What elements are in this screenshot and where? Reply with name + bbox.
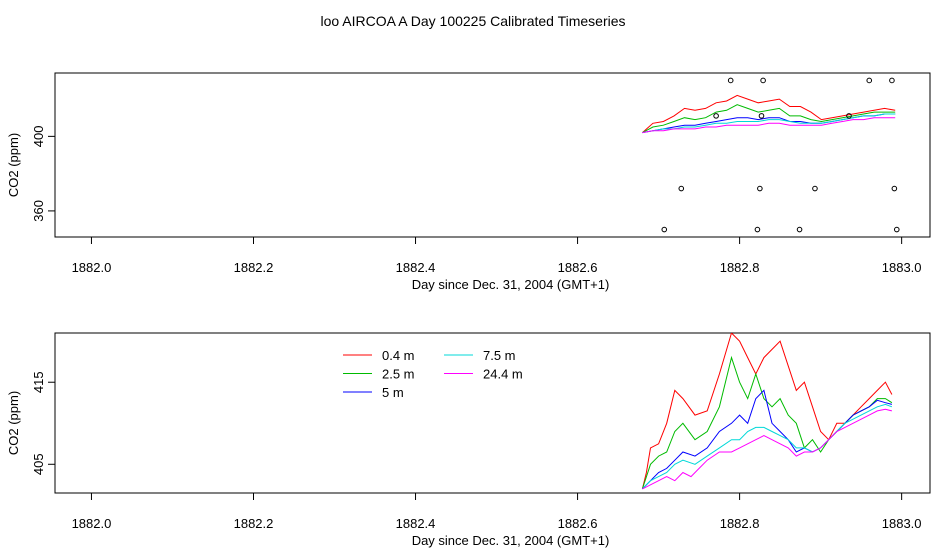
series-line-0 xyxy=(642,94,896,133)
y-tick-label: 360 xyxy=(31,200,46,222)
data-point xyxy=(713,113,719,119)
x-tick-label: 1882.2 xyxy=(234,516,274,531)
x-tick-label: 1882.0 xyxy=(72,516,112,531)
x-tick-label: 1882.6 xyxy=(558,516,598,531)
data-point xyxy=(866,77,873,84)
data-point xyxy=(891,185,898,192)
plot-frame xyxy=(54,332,931,494)
y-tick-label: 400 xyxy=(31,126,46,148)
legend-label: 7.5 m xyxy=(483,348,516,363)
data-point xyxy=(661,226,668,233)
x-tick-label: 1882.6 xyxy=(558,260,598,275)
data-point xyxy=(727,77,734,84)
data-point xyxy=(678,185,685,192)
legend-label: 2.5 m xyxy=(382,367,415,382)
x-axis-label: Day since Dec. 31, 2004 (GMT+1) xyxy=(412,533,610,548)
plot-frame xyxy=(54,72,931,238)
series-line-2 xyxy=(642,389,893,490)
data-point xyxy=(757,185,763,192)
data-point xyxy=(893,226,900,233)
y-axis-label: CO2 (ppm) xyxy=(6,133,21,197)
data-point xyxy=(796,226,803,233)
x-tick-label: 1882.0 xyxy=(72,260,112,275)
y-axis-label: CO2 (ppm) xyxy=(6,391,21,455)
data-point xyxy=(760,77,766,84)
series-line-0 xyxy=(641,333,893,490)
x-tick-label: 1882.4 xyxy=(396,260,436,275)
series-line-3 xyxy=(642,403,893,490)
y-tick-label: 405 xyxy=(31,453,46,475)
x-tick-label: 1883.0 xyxy=(882,260,922,275)
y-tick-label: 415 xyxy=(31,371,46,393)
series-line-3 xyxy=(642,113,896,134)
bottom-panel: 1882.0 1882.2 1882.4 1882.6 1882.8 1883.0 405 4… xyxy=(6,332,931,548)
x-tick-label: 1882.2 xyxy=(234,260,274,275)
data-point xyxy=(758,113,765,119)
top-panel: 1882.0 1882.2 1882.4 1882.6 1882.8 1883.0 360 4… xyxy=(6,72,931,292)
data-point xyxy=(846,113,852,119)
x-tick-label: 1883.0 xyxy=(882,516,922,531)
series-line-4 xyxy=(642,117,896,134)
legend-label: 24.4 m xyxy=(483,367,523,382)
data-point xyxy=(889,77,895,84)
data-point xyxy=(754,226,761,233)
x-axis-label: Day since Dec. 31, 2004 (GMT+1) xyxy=(412,277,610,292)
legend-label: 5 m xyxy=(382,385,404,400)
x-tick-label: 1882.4 xyxy=(396,516,436,531)
series-line-1 xyxy=(642,104,896,134)
chart-title: loo AIRCOA A Day 100225 Calibrated Times… xyxy=(320,13,625,29)
x-tick-label: 1882.8 xyxy=(720,260,760,275)
series-line-1 xyxy=(641,355,893,490)
x-tick-label: 1882.8 xyxy=(720,516,760,531)
data-point xyxy=(812,185,818,192)
legend-label: 0.4 m xyxy=(382,348,415,363)
series-line-4 xyxy=(642,408,893,490)
